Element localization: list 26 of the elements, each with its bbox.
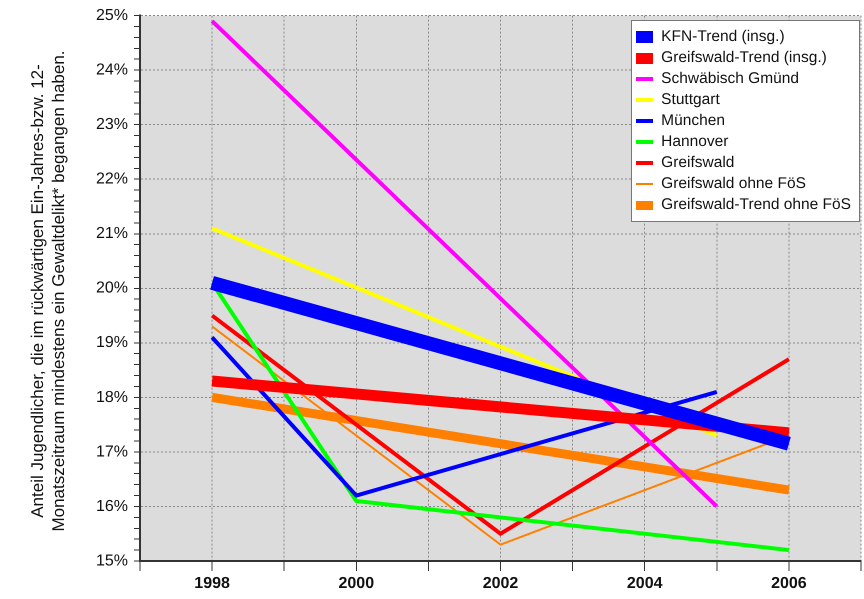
y-tick-label: 19% bbox=[96, 334, 128, 352]
y-tick-label: 17% bbox=[96, 443, 128, 460]
y-tick-label: 21% bbox=[96, 225, 128, 242]
y-axis-title: Anteil Jugendlicher, die im rückwärtigen Ein-Jahres-bzw. 12-Monatszeitraum mindestens ein Gewaltdelikt* begangen haben. bbox=[27, 50, 69, 534]
x-tick-label: 2006 bbox=[771, 575, 807, 592]
x-tick-label: 2000 bbox=[338, 575, 374, 592]
y-tick-label: 16% bbox=[96, 498, 128, 515]
legend-label: Hannover bbox=[661, 133, 728, 151]
y-tick-label: 22% bbox=[96, 170, 128, 188]
legend-label: Greifswald ohne FöS bbox=[661, 175, 806, 193]
legend-label: Greifswald-Trend (insg.) bbox=[661, 49, 827, 67]
legend-label: KFN-Trend (insg.) bbox=[661, 28, 785, 46]
y-tick-label: 23% bbox=[96, 116, 128, 134]
y-tick-label: 20% bbox=[96, 280, 128, 297]
x-tick-label: 1998 bbox=[194, 575, 230, 592]
legend-label: Schwäbisch Gmünd bbox=[661, 70, 800, 88]
legend-label: Stuttgart bbox=[661, 91, 720, 109]
y-tick-label: 24% bbox=[96, 62, 128, 79]
y-tick-label: 15% bbox=[96, 552, 128, 570]
y-tick-label: 18% bbox=[96, 388, 128, 406]
y-tick-label: 25% bbox=[96, 7, 128, 24]
legend-label: München bbox=[661, 112, 725, 130]
legend-label: Greifswald-Trend ohne FöS bbox=[661, 196, 851, 214]
legend-label: Greifswald bbox=[661, 154, 734, 172]
x-tick-label: 2004 bbox=[626, 575, 663, 592]
x-tick-label: 2002 bbox=[482, 575, 518, 592]
